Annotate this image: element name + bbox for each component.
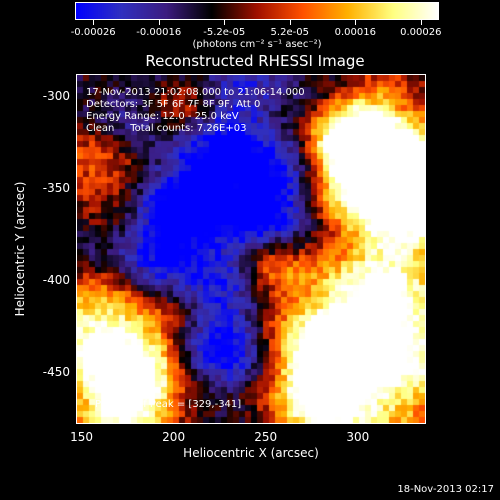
colorbar-tick [355, 20, 357, 25]
colorbar-tick-label: 0.00016 [334, 27, 376, 38]
clean-counts-label: Clean Total counts: 7.26E+03 [86, 123, 247, 134]
x-tick-label: 150 [70, 430, 93, 444]
colorbar-tick [93, 20, 95, 25]
plot-title: Reconstructed RHESSI Image [145, 52, 365, 70]
colorbar-tick-label: 5.2e-05 [270, 27, 309, 38]
y-tick-label: -300 [42, 89, 70, 104]
image-frame: 17-Nov-2013 21:02:08.000 to 21:06:14.000… [76, 74, 426, 424]
energy-range-label: Energy Range: 12.0 - 25.0 keV [86, 111, 239, 122]
y-axis-label: Heliocentric Y (arcsec) [13, 181, 27, 317]
x-tick-label: 200 [162, 430, 186, 444]
time-range-label: 17-Nov-2013 21:02:08.000 to 21:06:14.000 [86, 87, 305, 98]
peak-position-label: Position of Peak = [329,-341] [95, 399, 242, 410]
colorbar-tick [420, 20, 422, 25]
colorbar-tick-label: 0.00026 [400, 27, 442, 38]
colorbar-tick [158, 20, 160, 25]
colorbar-tick [289, 20, 291, 25]
colorbar-tick-label: -0.00016 [136, 27, 182, 38]
y-tick-label: -400 [42, 273, 70, 288]
rhessi-image [77, 75, 425, 423]
y-tick-label: -350 [42, 181, 70, 196]
detectors-label: Detectors: 3F 5F 6F 7F 8F 9F, Att 0 [86, 99, 261, 110]
y-tick-label: -450 [42, 365, 70, 380]
colorbar-tick [224, 20, 226, 25]
x-tick-label: 250 [254, 430, 278, 444]
timestamp: 18-Nov-2013 02:17 [397, 484, 494, 495]
colorbar-tick-label: -0.00026 [70, 27, 116, 38]
x-tick-label: 300 [346, 430, 370, 444]
colorbar-tick-label: -5.2e-05 [203, 27, 246, 38]
colorbar-units: (photons cm⁻² s⁻¹ asec⁻²) [192, 39, 322, 50]
colorbar [75, 2, 439, 20]
x-axis-label: Heliocentric X (arcsec) [183, 446, 319, 460]
